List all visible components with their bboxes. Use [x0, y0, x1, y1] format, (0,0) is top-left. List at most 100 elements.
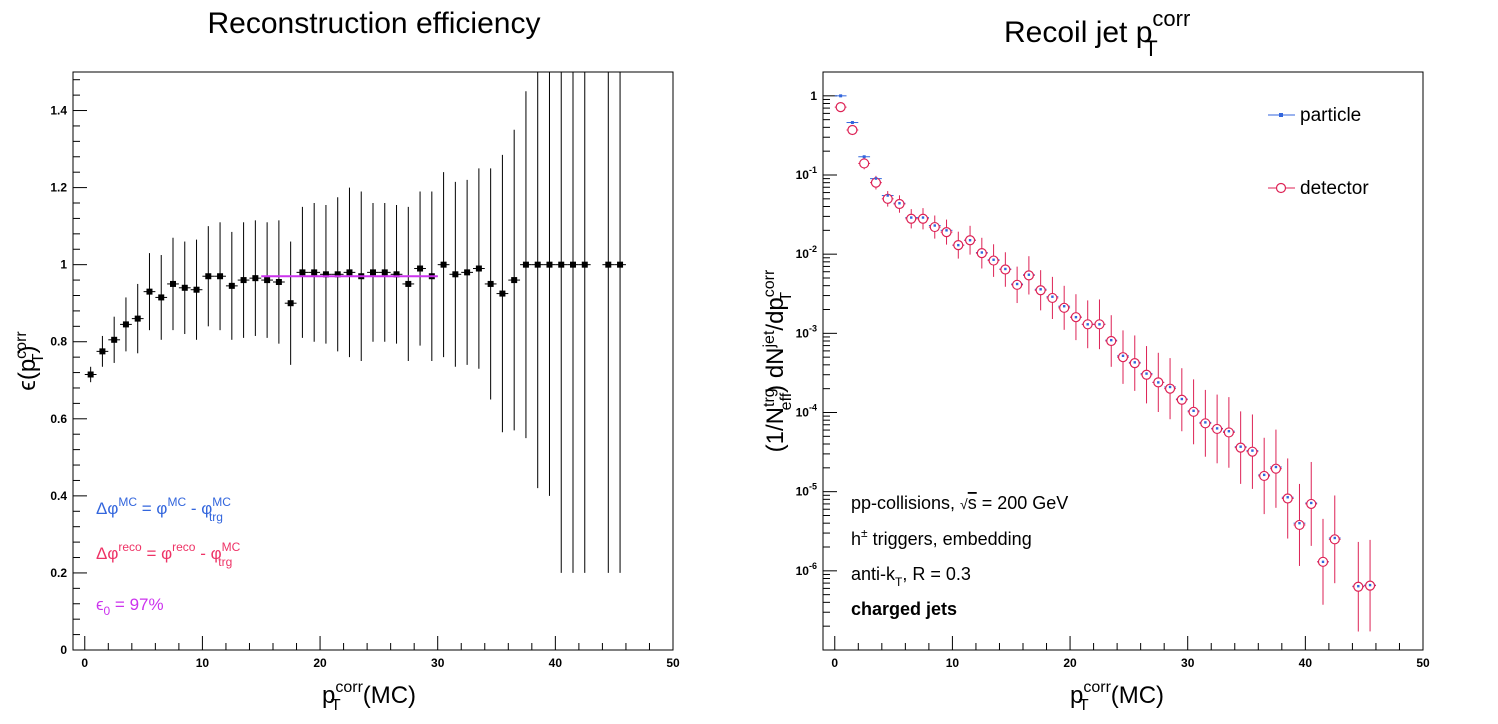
- detector-point: [1352, 541, 1365, 632]
- detector-point: [1211, 394, 1223, 464]
- spectrum-panel: Recoil jet pcorr T 0 10 20 30 40 50 10-610-510…: [761, 6, 1430, 714]
- efficiency-point: [555, 72, 568, 573]
- efficiency-point: [531, 72, 544, 489]
- spectrum-title: Recoil jet pcorr T: [1004, 6, 1190, 61]
- annotation-delta-phi-mc: ΔφMC = φMC - φMC trg: [96, 495, 231, 524]
- efficiency-data-points: [84, 72, 626, 573]
- y-tick-label: 0: [60, 643, 67, 657]
- efficiency-point: [155, 255, 168, 340]
- spectrum-x-ticks: 0 10 20 30 40 50: [831, 636, 1430, 670]
- efficiency-point: [567, 72, 579, 573]
- spectrum-plot-frame: [822, 71, 1424, 651]
- efficiency-point: [402, 206, 415, 361]
- detector-point: [928, 215, 941, 239]
- x-tick-label: 50: [666, 656, 680, 670]
- x-tick-label: 10: [946, 656, 960, 670]
- detector-point: [975, 237, 988, 269]
- legend-entry-particle: particle: [1268, 105, 1361, 126]
- annotation-efficiency-value: ϵ0 = 97%: [96, 595, 164, 618]
- efficiency-panel: Reconstruction efficiency 0 10 20 30 40 50 00…: [13, 7, 680, 714]
- detector-point: [1093, 299, 1106, 350]
- y-tick-label: 0.8: [50, 335, 67, 349]
- x-tick-label: 20: [313, 656, 327, 670]
- x-tick-label: 40: [1299, 656, 1313, 670]
- efficiency-point: [273, 220, 285, 344]
- detector-point: [1270, 429, 1282, 508]
- x-tick-label: 10: [196, 656, 210, 670]
- spectrum-data-points: [834, 94, 1376, 632]
- efficiency-point: [131, 283, 144, 354]
- y-tick-label: 1: [810, 89, 817, 103]
- detector-point: [1199, 389, 1212, 457]
- efficiency-point: [378, 203, 391, 342]
- efficiency-point: [308, 203, 321, 342]
- y-tick-label: 10-1: [796, 165, 817, 182]
- y-tick-label: 1.4: [50, 104, 67, 118]
- detector-point: [1258, 437, 1271, 515]
- efficiency-point: [261, 222, 273, 338]
- efficiency-point: [190, 239, 203, 340]
- efficiency-point: [508, 129, 521, 431]
- spectrum-y-ticks: 10-6 10-5 10-4 10-3 10-2 10-1 1: [796, 71, 837, 651]
- detector-point: [1117, 330, 1129, 384]
- detector-point: [905, 209, 918, 229]
- efficiency-y-ticks: 0 0.2 0.4 0.6 0.8 1 1.2 1.4: [50, 79, 87, 657]
- spectrum-x-axis-title: pcorr T (MC): [1070, 679, 1164, 714]
- y-tick-label: 0.6: [50, 412, 67, 426]
- y-tick-label: 10-4: [796, 402, 817, 419]
- detector-point: [964, 225, 976, 255]
- efficiency-point: [249, 220, 262, 336]
- efficiency-point: [96, 335, 109, 367]
- efficiency-point: [461, 179, 473, 365]
- x-tick-label: 50: [1416, 656, 1430, 670]
- efficiency-point: [520, 91, 532, 439]
- efficiency-point: [237, 222, 250, 338]
- y-tick-label: 10-3: [796, 323, 817, 340]
- y-tick-label: 1: [60, 258, 67, 272]
- y-tick-label: 0.2: [50, 566, 67, 580]
- detector-point: [1046, 276, 1059, 319]
- note-algorithm: anti-kT, R = 0.3: [851, 564, 971, 589]
- legend-particle-label: particle: [1300, 105, 1361, 126]
- x-tick-label: 20: [1063, 656, 1077, 670]
- legend-detector-label: detector: [1300, 178, 1369, 199]
- efficiency-title: Reconstruction efficiency: [208, 7, 541, 40]
- detector-point: [1364, 539, 1376, 632]
- detector-point: [1317, 518, 1329, 605]
- efficiency-point: [167, 237, 179, 331]
- detector-point: [881, 191, 894, 207]
- note-triggers: h± triggers, embedding: [851, 526, 1032, 549]
- efficiency-point: [496, 154, 509, 433]
- efficiency-x-axis-title: pcorr T (MC): [322, 679, 416, 714]
- spectrum-y-axis-title: (1/Ntrgeff) dNjet/dpcorrT: [761, 269, 795, 452]
- efficiency-point: [202, 226, 215, 327]
- detector-point: [834, 94, 847, 113]
- detector-point: [952, 231, 965, 259]
- detector-point: [1081, 300, 1094, 349]
- detector-point: [1187, 379, 1200, 445]
- detector-point: [1293, 483, 1306, 566]
- efficiency-point: [178, 241, 191, 335]
- efficiency-point: [214, 222, 226, 331]
- detector-point: [1011, 266, 1023, 304]
- efficiency-point: [284, 241, 297, 365]
- efficiency-plot-frame: [72, 71, 674, 651]
- legend-entry-detector: detector: [1268, 178, 1369, 199]
- detector-point: [1140, 346, 1153, 404]
- detector-point: [1023, 256, 1035, 295]
- x-tick-label: 30: [431, 656, 445, 670]
- x-tick-label: 30: [1181, 656, 1195, 670]
- efficiency-point: [449, 181, 462, 367]
- detector-point: [1058, 285, 1071, 330]
- efficiency-point: [331, 197, 344, 352]
- efficiency-point: [473, 168, 485, 369]
- efficiency-point: [225, 231, 238, 340]
- efficiency-point: [143, 253, 156, 331]
- note-jet-type: charged jets: [851, 599, 957, 619]
- efficiency-point: [390, 204, 403, 344]
- detector-point: [1128, 335, 1141, 391]
- y-tick-label: 10-5: [796, 482, 817, 499]
- efficiency-point: [484, 168, 497, 400]
- efficiency-point: [602, 72, 615, 573]
- y-tick-label: 10-2: [796, 244, 817, 261]
